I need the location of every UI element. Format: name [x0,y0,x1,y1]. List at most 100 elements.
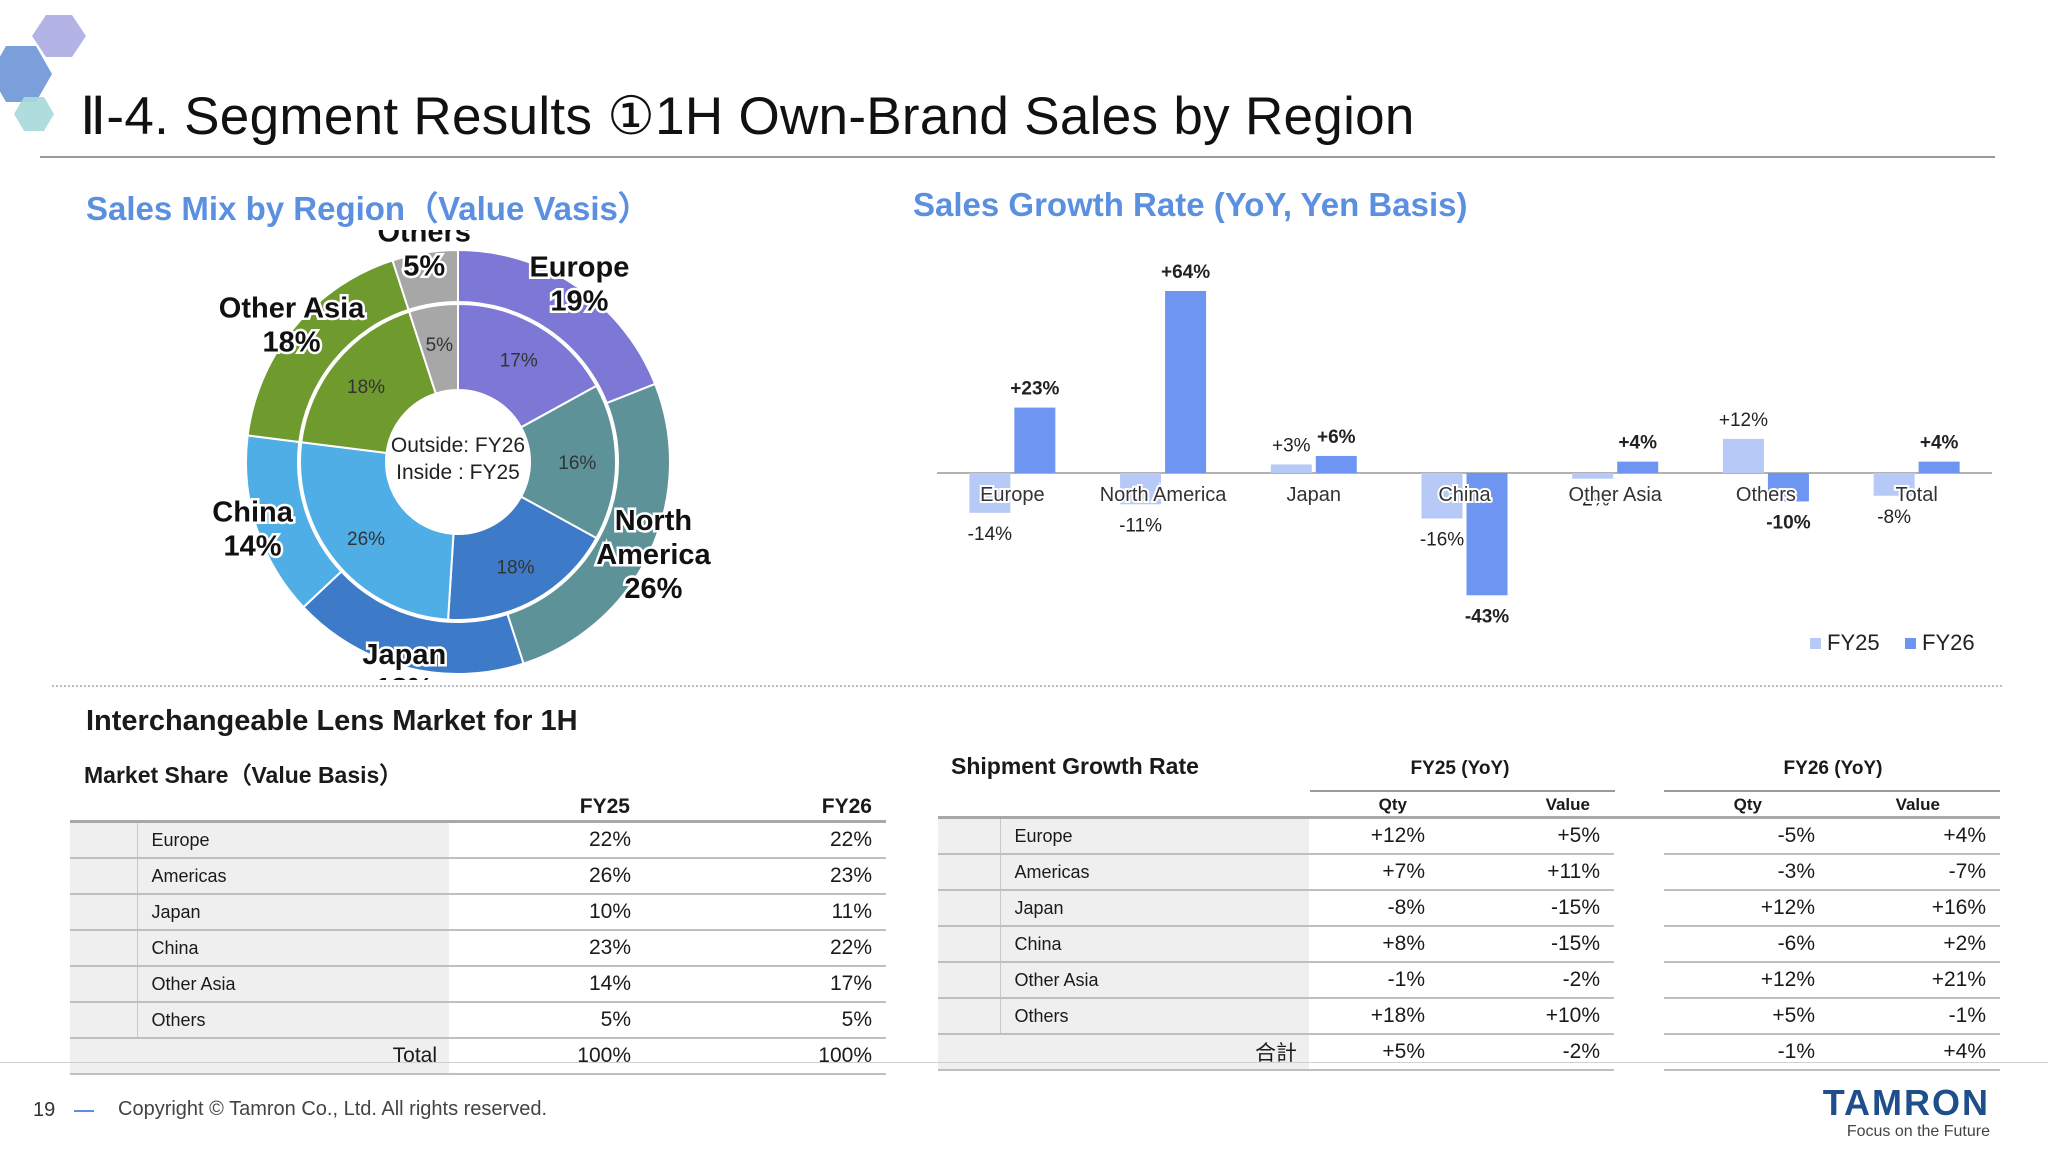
bar-label-fy25-japan: +3% [1272,435,1311,456]
page-title: Ⅱ-4. Segment Results ①1H Own-Brand Sales… [80,87,1415,146]
qty-fy25-cell: +12% [1309,817,1439,855]
region-label: Americas [136,858,449,895]
group-underline [1664,790,2000,792]
shipment-col-qty-fy26: Qty [1733,795,1762,814]
donut-slice-fy25-other-asia [300,310,438,455]
total-label: Total [137,1038,449,1075]
logo-wordmark: TAMRON [1822,1082,1990,1123]
column-gap [1614,998,1664,1034]
share-fy25-cell: 10% [449,894,645,931]
donut-inner-label-north-america: 16% [558,453,596,474]
table-row: Americas +7% +11% -3% -7% [938,854,2000,891]
value-fy25-cell: -2% [1439,962,1614,999]
region-label: Europe [136,821,449,859]
row-spacer [938,926,1000,963]
share-fy25-cell: 23% [449,930,645,967]
value-fy26-cell: +2% [1829,926,2000,963]
region-label: China [136,930,449,967]
market-section-title: Interchangeable Lens Market for 1H [86,705,578,737]
shipment-growth-title: Shipment Growth Rate [951,753,1199,779]
donut-outer-label-china: China 14% [212,497,293,563]
sales-growth-bar-chart: -14% +23% Europe -11% +64% North America +3% +6… [937,260,1992,655]
table-row: Others 5% 5% [70,1002,886,1039]
donut-slice-fy25-europe [457,302,598,429]
region-label: Others [136,1002,449,1039]
bar-fy25-north-america [1120,473,1162,505]
bar-fy25-japan [1270,464,1312,473]
region-label: Others [999,998,1309,1035]
table-row: Other Asia -1% -2% +12% +21% [938,962,2000,999]
qty-fy26-cell: -5% [1664,817,1829,855]
share-fy26-cell: 5% [645,1002,886,1039]
value-fy25-cell: +11% [1439,854,1614,891]
market-share-table: Europe 22% 22% Americas 26% 23% Japan 10% 11% Chi… [70,820,886,1075]
bar-label-fy25-china: -16% [1420,530,1464,551]
donut-outer-label-north-america: North America 26% [596,505,711,605]
bar-label-fy26-china: -43% [1465,606,1509,627]
section-divider [52,685,2002,687]
donut-slice-fy25-others [407,302,459,395]
table-total-row: 合計 +5% -2% -1% +4% [938,1034,2000,1071]
legend-swatch-fy26 [1905,638,1916,649]
shipment-growth-table: Europe +12% +5% -5% +4% Americas +7% +11% -3% -7%… [938,816,2000,1071]
value-fy25-cell: -15% [1439,926,1614,963]
share-fy26-cell: 23% [645,858,886,895]
share-fy25-total: 100% [449,1038,645,1075]
bar-fy26-other-asia [1617,461,1659,473]
donut-inner-label-others: 5% [426,335,454,356]
share-fy26-cell: 11% [645,894,886,931]
qty-fy26-total: -1% [1664,1034,1829,1071]
donut-center-text: Inside : FY25 [396,461,520,484]
row-spacer [70,894,137,931]
column-gap [1614,854,1664,890]
column-gap [1614,1034,1664,1070]
share-fy25-cell: 5% [449,1002,645,1039]
value-fy25-cell: -15% [1439,890,1614,927]
donut-slice-fy25-china [299,441,455,621]
decorative-hexagons [0,15,86,131]
category-label-china: China [1438,484,1491,506]
row-spacer [938,890,1000,927]
legend-label-fy25: FY25 [1827,630,1880,655]
region-label: Americas [999,854,1309,891]
sales-growth-title: Sales Growth Rate (YoY, Yen Basis) [913,186,1468,223]
bar-fy26-north-america [1165,291,1207,473]
bar-fy26-china [1466,473,1508,596]
page-number: 19 [33,1099,56,1121]
qty-fy25-cell: -8% [1309,890,1439,927]
donut-inner-label-japan: 18% [496,558,534,579]
qty-fy25-cell: +8% [1309,926,1439,963]
group-underline [1310,790,1615,792]
category-label-north-america: North America [1100,484,1228,506]
total-label: 合計 [1000,1034,1309,1071]
share-fy26-cell: 22% [645,821,886,859]
value-fy26-total: +4% [1829,1034,2000,1071]
bar-label-fy25-others: +12% [1719,410,1768,431]
table-row: Japan -8% -15% +12% +16% [938,890,2000,927]
table-row: Americas 26% 23% [70,858,886,895]
table-row: Europe +12% +5% -5% +4% [938,817,2000,855]
row-spacer [938,854,1000,891]
footer-divider [0,1062,2048,1063]
bar-fy25-others [1722,438,1764,473]
bar-fy25-europe [969,473,1011,513]
region-label: Other Asia [136,966,449,1003]
value-fy26-cell: +4% [1829,817,2000,855]
category-label-europe: Europe [980,484,1045,506]
bar-fy25-china [1421,473,1463,519]
shipment-group-fy26: FY26 (YoY) [1783,758,1883,779]
tamron-logo: TAMRON Focus on the Future [1790,1085,1990,1141]
sales-mix-title: Sales Mix by Region（Value Vasis） [86,190,651,227]
column-gap [1614,818,1664,855]
bar-label-fy25-other-asia: -2% [1576,490,1610,511]
donut-slice-fy26-others [391,248,459,312]
bar-fy26-others [1767,473,1809,502]
title-divider [40,156,1995,158]
bar-label-fy25-total: -8% [1877,507,1911,528]
qty-fy26-cell: +12% [1664,962,1829,999]
qty-fy26-cell: +5% [1664,998,1829,1035]
column-gap [1614,890,1664,926]
logo-tagline: Focus on the Future [1846,1123,1990,1140]
shipment-col-qty-fy25: Qty [1378,795,1407,814]
